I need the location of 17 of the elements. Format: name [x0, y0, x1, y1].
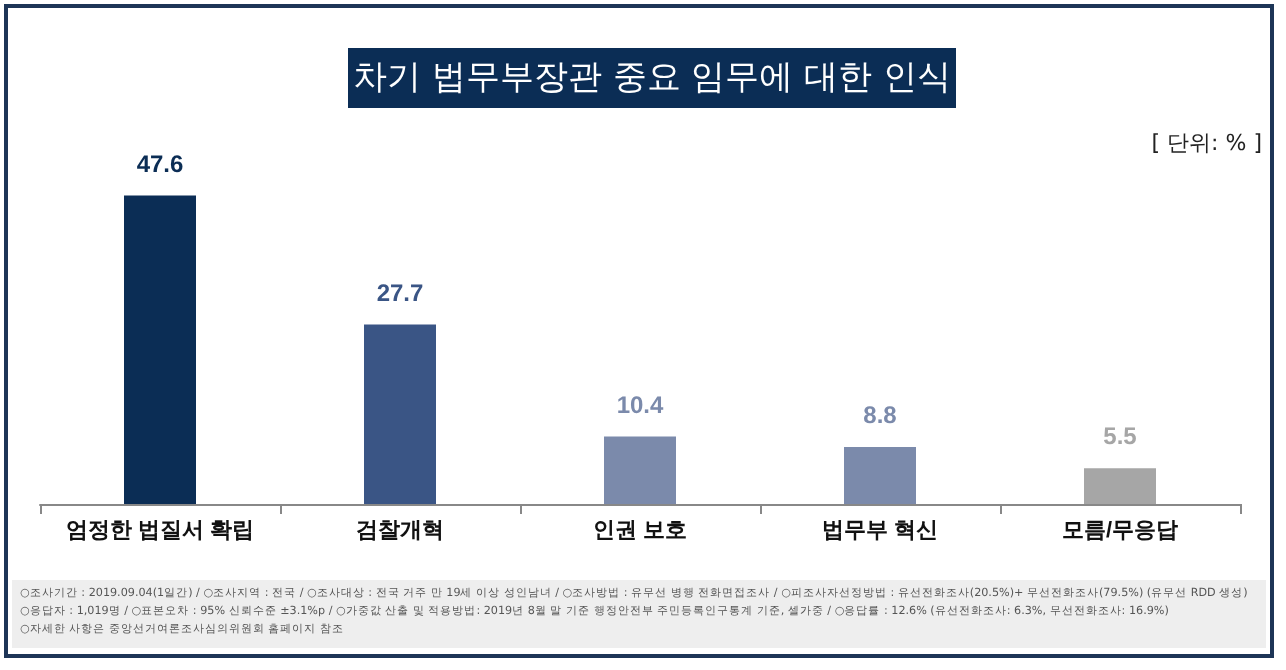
bar — [1084, 468, 1156, 504]
x-tick-label: 검찰개혁 — [356, 519, 444, 543]
bar — [844, 446, 916, 504]
x-tick-label: 법무부 혁신 — [821, 519, 939, 543]
data-label: 10.4 — [616, 390, 664, 419]
bar — [124, 195, 196, 504]
data-label: 47.6 — [136, 149, 184, 178]
data-label: 5.5 — [1103, 422, 1138, 451]
x-tick-label: 모름/무응답 — [1061, 519, 1179, 543]
data-label: 27.7 — [376, 278, 424, 307]
chart-title: 차기 법무부장관 중요 임무에 대한 인식 — [348, 48, 956, 108]
x-tick-label: 엄정한 법질서 확립 — [65, 519, 255, 543]
bar — [604, 436, 676, 504]
text: [ 단위: % ] — [1151, 128, 1262, 158]
bar — [364, 324, 436, 504]
data-label: 8.8 — [863, 400, 898, 429]
x-tick-label: 인권 보호 — [592, 519, 688, 543]
